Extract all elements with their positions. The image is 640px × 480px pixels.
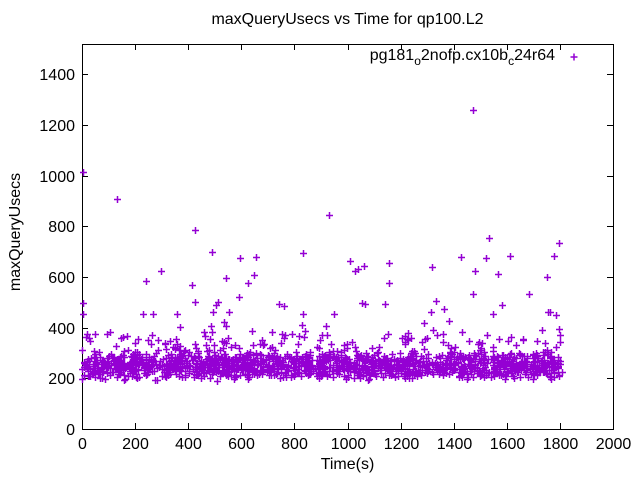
y-tick-label: 200 [48, 371, 75, 388]
x-tick-label: 200 [122, 436, 149, 453]
y-tick-label: 800 [48, 219, 75, 236]
y-tick-label: 1400 [39, 67, 75, 84]
y-tick-label: 400 [48, 321, 75, 338]
x-tick-label: 1200 [384, 436, 420, 453]
y-tick-label: 1200 [39, 118, 75, 135]
legend-label-part: 2nofp.cx10b [420, 46, 509, 64]
scatter-points [79, 107, 566, 385]
legend-label-subscript: o [414, 53, 421, 68]
legend-series-label: pg181o2nofp.cx10bc24r64 [370, 47, 555, 68]
y-tick-label: 1000 [39, 169, 75, 186]
y-tick-label: 0 [66, 422, 75, 439]
legend-label-subscript: c [508, 53, 515, 68]
x-tick-label: 1800 [543, 436, 579, 453]
plus-marker-icon [570, 53, 578, 61]
x-tick-label: 600 [228, 436, 255, 453]
x-tick-label: 800 [281, 436, 308, 453]
legend: pg181o2nofp.cx10bc24r64 [370, 47, 581, 68]
legend-label-part: 24r64 [514, 46, 555, 64]
y-tick-label: 600 [48, 270, 75, 287]
x-axis-title: Time(s) [320, 456, 375, 473]
chart-title: maxQueryUsecs vs Time for qp100.L2 [211, 11, 484, 28]
x-tick-label: 2000 [596, 436, 632, 453]
x-tick-label: 1400 [437, 436, 473, 453]
x-tick-label: 400 [175, 436, 202, 453]
x-tick-label: 1600 [490, 436, 526, 453]
legend-label-part: pg181 [369, 46, 415, 64]
x-tick-label: 1000 [331, 436, 367, 453]
x-tick-label: 0 [78, 436, 87, 453]
